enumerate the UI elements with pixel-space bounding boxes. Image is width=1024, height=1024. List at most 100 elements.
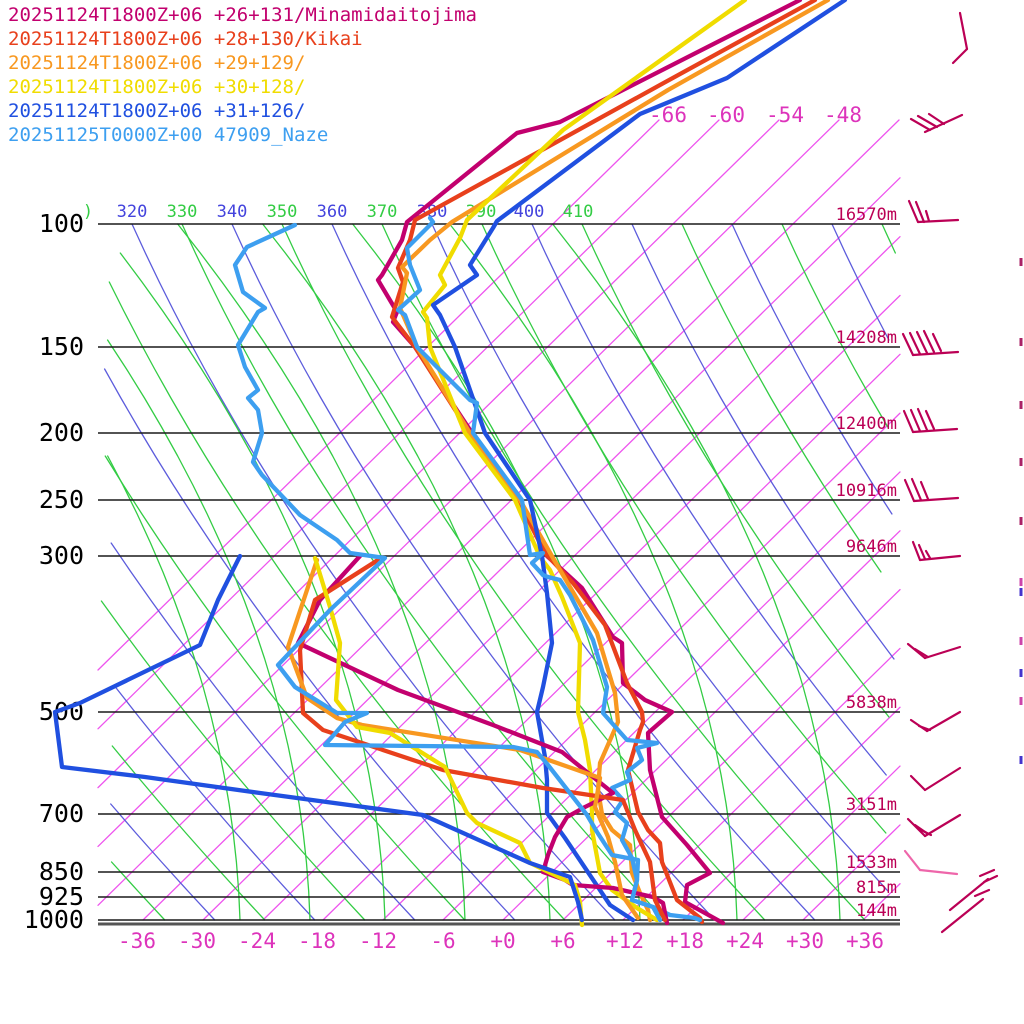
height-label-700: 3151m — [846, 795, 897, 815]
dry-adiabat-line — [431, 223, 889, 892]
barb-85hpa — [909, 112, 964, 134]
pressure-label-850: 850 — [39, 857, 84, 886]
header-line-5: 20251124T1800Z+06 +31+126/ — [8, 100, 305, 122]
barb-250hpa — [903, 477, 960, 503]
bottom-temp-tick--24: -24 — [238, 929, 276, 953]
pressure-label-1000: 1000 — [24, 905, 84, 934]
dry-adiabat-line — [131, 223, 616, 921]
axis-labels: 100 16570m 150 14208m 200 12400m 250 10916m 300 9… — [24, 103, 897, 953]
isotherm-line — [862, 883, 901, 921]
sounding-trace-naze-dewpoint — [232, 222, 663, 923]
sounding-trace-p31-126-dewpoint — [52, 553, 585, 923]
header-line-3: 20251124T1800Z+06 +29+129/ — [8, 52, 305, 74]
barb-600hpa — [909, 766, 962, 792]
dry-adiabat-line — [481, 223, 887, 834]
pressure-label-200: 200 — [39, 418, 84, 447]
pressure-label-100: 100 — [39, 209, 84, 238]
wind-barb-stroke — [923, 645, 962, 660]
wind-barb-stroke — [913, 647, 930, 659]
wind-barb-stroke — [903, 849, 922, 872]
pressure-label-250: 250 — [39, 485, 84, 514]
wind-barb-stroke — [901, 332, 915, 357]
barb-150hpa — [901, 329, 960, 357]
wind-barb-stroke — [909, 774, 927, 792]
wind-barb-stroke — [902, 409, 915, 434]
height-label-1000: 144m — [856, 901, 897, 921]
top-temp-tick--48: -48 — [824, 103, 862, 127]
wind-barb-stroke — [909, 117, 932, 132]
theta-label-320: 320 — [117, 202, 148, 222]
barb-300hpa — [911, 540, 962, 562]
height-label-200: 12400m — [836, 414, 897, 434]
height-label-150: 14208m — [836, 328, 897, 348]
top-temp-tick--60: -60 — [707, 103, 745, 127]
wind-barb-stroke — [923, 766, 962, 792]
wind-barb-stroke — [910, 477, 923, 502]
moist-adiabat-line — [552, 223, 841, 921]
barb-925hpa — [948, 868, 999, 912]
sounding-trace-minamidaitojima-temp — [375, 0, 803, 926]
wind-barb-stroke — [911, 540, 922, 562]
moist-adiabat-line — [177, 223, 466, 921]
theta-label-400: 400 — [514, 202, 545, 222]
isotherm-line — [502, 530, 901, 921]
bottom-temp-tick-+6: +6 — [550, 929, 575, 953]
wind-barb-stroke — [931, 332, 943, 353]
wind-barb-stroke — [940, 897, 985, 934]
wind-barb-stroke — [916, 114, 939, 129]
pressure-label-300: 300 — [39, 541, 84, 570]
bottom-temp-tick--12: -12 — [359, 929, 397, 953]
dry-adiabat-line — [231, 223, 716, 921]
wind-barb-stroke — [906, 817, 927, 838]
sounding-trace-naze-temp — [395, 215, 703, 923]
bottom-temp-tick-+12: +12 — [606, 929, 644, 953]
theta-label-410: 410 — [563, 202, 594, 222]
dry-adiabat-line — [103, 368, 516, 921]
bottom-temp-tick-+30: +30 — [786, 929, 824, 953]
height-label-500: 5838m — [846, 693, 897, 713]
wind-barb-stroke — [909, 408, 922, 433]
theta-label-350: 350 — [267, 202, 298, 222]
theta-label-): ) — [83, 202, 93, 222]
wind-barb-stroke — [918, 554, 962, 562]
pressure-lines — [98, 223, 900, 926]
barb-100hpa — [907, 199, 960, 224]
dry-adiabat-line — [331, 223, 816, 921]
bottom-temp-tick-+18: +18 — [666, 929, 704, 953]
bottom-temp-tick-+36: +36 — [846, 929, 884, 953]
sounding-trace-p29-129-temp — [397, 0, 831, 923]
wind-barb-stroke — [919, 828, 933, 837]
wind-barb-stroke — [922, 329, 936, 354]
header-title-block: 20251124T1800Z+06 +26+131/Minamidaitojim… — [8, 4, 477, 146]
isotherm-line — [142, 177, 901, 921]
wind-barb-stroke — [917, 543, 927, 561]
wind-barb-stroke — [917, 724, 932, 732]
isotherm-line — [97, 119, 780, 789]
wind-barb-stroke — [903, 478, 916, 503]
bottom-temp-tick-+0: +0 — [490, 929, 515, 953]
bottom-temp-tick-+24: +24 — [726, 929, 764, 953]
wind-barb-stroke — [924, 549, 932, 560]
dry-adiabat-line — [581, 223, 890, 718]
moist-adiabat-line — [262, 223, 551, 921]
isotherm-line — [562, 588, 901, 921]
header-line-6: 20251125T0000Z+00 47909_Naze — [8, 124, 328, 146]
sounding-trace-kikai-temp — [389, 0, 818, 925]
dry-adiabat-line — [110, 542, 416, 921]
height-label-250: 10916m — [836, 481, 897, 501]
header-line-4: 20251124T1800Z+06 +30+128/ — [8, 76, 305, 98]
sounding-trace-p29-129-dewpoint — [285, 557, 641, 921]
wind-barb-stroke — [915, 330, 929, 355]
pressure-label-150: 150 — [39, 332, 84, 361]
wind-barb-stroke — [907, 199, 920, 224]
barb-200hpa — [902, 407, 959, 434]
dry-adiabat-line — [881, 223, 896, 254]
height-label-925: 815m — [856, 878, 897, 898]
bottom-temp-tick--36: -36 — [118, 929, 156, 953]
theta-label-370: 370 — [367, 202, 398, 222]
dry-adiabat-line — [281, 223, 766, 921]
wind-barb-stroke — [982, 874, 999, 884]
wind-barb-stroke — [978, 868, 996, 878]
theta-label-340: 340 — [217, 202, 248, 222]
wind-barb-stroke — [919, 480, 930, 501]
